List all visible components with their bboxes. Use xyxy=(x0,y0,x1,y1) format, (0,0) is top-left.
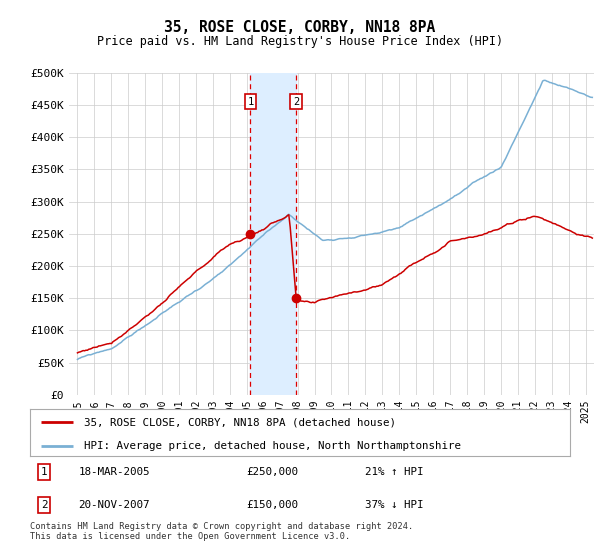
Text: 2: 2 xyxy=(41,500,47,510)
Text: 20-NOV-2007: 20-NOV-2007 xyxy=(79,500,150,510)
Text: 2: 2 xyxy=(293,97,299,107)
Text: £150,000: £150,000 xyxy=(246,500,298,510)
Text: Price paid vs. HM Land Registry's House Price Index (HPI): Price paid vs. HM Land Registry's House … xyxy=(97,35,503,48)
Text: 1: 1 xyxy=(247,97,254,107)
Text: £250,000: £250,000 xyxy=(246,467,298,477)
Text: 1: 1 xyxy=(41,467,47,477)
Text: 35, ROSE CLOSE, CORBY, NN18 8PA (detached house): 35, ROSE CLOSE, CORBY, NN18 8PA (detache… xyxy=(84,417,396,427)
Bar xyxy=(250,73,296,395)
Text: HPI: Average price, detached house, North Northamptonshire: HPI: Average price, detached house, Nort… xyxy=(84,441,461,451)
Text: 37% ↓ HPI: 37% ↓ HPI xyxy=(365,500,424,510)
Text: 35, ROSE CLOSE, CORBY, NN18 8PA: 35, ROSE CLOSE, CORBY, NN18 8PA xyxy=(164,20,436,35)
Text: 21% ↑ HPI: 21% ↑ HPI xyxy=(365,467,424,477)
Text: 18-MAR-2005: 18-MAR-2005 xyxy=(79,467,150,477)
Text: Contains HM Land Registry data © Crown copyright and database right 2024.
This d: Contains HM Land Registry data © Crown c… xyxy=(30,522,413,542)
